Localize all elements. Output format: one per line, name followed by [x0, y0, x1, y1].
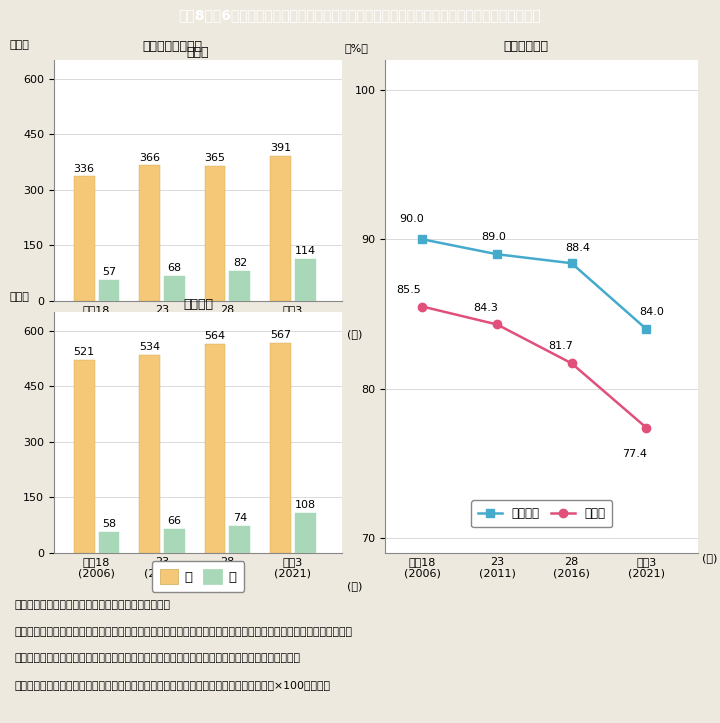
Text: 521: 521 — [73, 347, 94, 357]
Text: 77.4: 77.4 — [623, 448, 647, 458]
専業主婦 — [418, 235, 427, 244]
Line: 共働き: 共働き — [418, 302, 650, 432]
Bar — [73, 360, 94, 553]
共働き — [567, 359, 576, 368]
Text: 366: 366 — [139, 153, 160, 163]
Text: (年): (年) — [346, 329, 362, 339]
Bar — [73, 176, 94, 301]
Text: 567: 567 — [270, 330, 291, 340]
Text: 336: 336 — [73, 164, 94, 174]
Bar — [270, 156, 291, 301]
Text: (年): (年) — [346, 581, 362, 591]
Text: 89.0: 89.0 — [481, 232, 505, 242]
Text: 82: 82 — [233, 258, 247, 268]
Bar — [295, 513, 316, 553]
Text: ＜家事関連時間＞: ＜家事関連時間＞ — [143, 40, 203, 53]
Bar — [204, 166, 225, 301]
Text: （分）: （分） — [9, 292, 30, 302]
Text: 391: 391 — [270, 143, 291, 153]
Bar — [99, 280, 120, 301]
Text: ３．「家事関連時間」は、「家事」、「介護・看護」、「育児」及び「買い物」の合計。: ３．「家事関連時間」は、「家事」、「介護・看護」、「育児」及び「買い物」の合計。 — [14, 654, 300, 663]
Line: 専業主婦: 専業主婦 — [418, 235, 650, 333]
Text: 365: 365 — [204, 153, 225, 163]
専業主婦 — [492, 250, 501, 259]
Text: ＜分担割合＞: ＜分担割合＞ — [503, 40, 548, 53]
専業主婦 — [642, 325, 651, 333]
Text: （%）: （%） — [344, 43, 369, 53]
Text: （分）: （分） — [9, 40, 30, 51]
Text: 90.0: 90.0 — [399, 215, 423, 224]
Title: 専業主婦: 専業主婦 — [183, 298, 213, 311]
Bar — [99, 531, 120, 553]
Bar — [230, 526, 251, 553]
Bar — [164, 276, 185, 301]
Bar — [295, 259, 316, 301]
Text: 84.3: 84.3 — [474, 302, 498, 312]
Legend: 妻, 夫: 妻, 夫 — [152, 561, 244, 592]
Text: 81.7: 81.7 — [548, 341, 573, 351]
Text: （備考）１．総務省「社会生活基本調査」より作成。: （備考）１．総務省「社会生活基本調査」より作成。 — [14, 600, 171, 610]
専業主婦 — [567, 259, 576, 268]
Text: 特－8図　6歳未満の子供を持つ妻・夫の家事関連時間及び妻の分担割合の推移（週全体平均）: 特－8図 6歳未満の子供を持つ妻・夫の家事関連時間及び妻の分担割合の推移（週全体… — [179, 9, 541, 22]
Title: 共働き: 共働き — [186, 46, 210, 59]
Bar — [230, 270, 251, 301]
共働き — [642, 423, 651, 432]
Text: 74: 74 — [233, 513, 247, 523]
Text: 88.4: 88.4 — [565, 243, 590, 253]
Bar — [204, 344, 225, 553]
Text: ４．分担割合は、（妻の家事関連時間）／（妻と夫の家事関連時間の合計時間）×100で算出。: ４．分担割合は、（妻の家事関連時間）／（妻と夫の家事関連時間の合計時間）×100… — [14, 680, 330, 690]
Bar — [270, 343, 291, 553]
Text: 68: 68 — [167, 263, 181, 273]
Text: 108: 108 — [294, 500, 316, 510]
Text: 85.5: 85.5 — [397, 285, 421, 294]
共働き — [418, 302, 427, 311]
Text: (年): (年) — [702, 553, 718, 563]
Text: 84.0: 84.0 — [640, 307, 665, 317]
共働き — [492, 320, 501, 329]
Text: 57: 57 — [102, 268, 116, 278]
Bar — [139, 355, 160, 553]
Text: 534: 534 — [139, 343, 160, 352]
Bar — [164, 529, 185, 553]
Text: 66: 66 — [168, 516, 181, 526]
Text: 114: 114 — [294, 247, 316, 256]
Text: ２．「専業主婦」は、夫が有業で妻が無業の世帯。「共働き」は、夫が有業で妻も有業（共働き）の世帯。: ２．「専業主婦」は、夫が有業で妻が無業の世帯。「共働き」は、夫が有業で妻も有業（… — [14, 627, 352, 637]
Text: 58: 58 — [102, 519, 116, 529]
Legend: 専業主婦, 共働き: 専業主婦, 共働き — [472, 500, 612, 528]
Bar — [139, 166, 160, 301]
Text: 564: 564 — [204, 331, 225, 341]
